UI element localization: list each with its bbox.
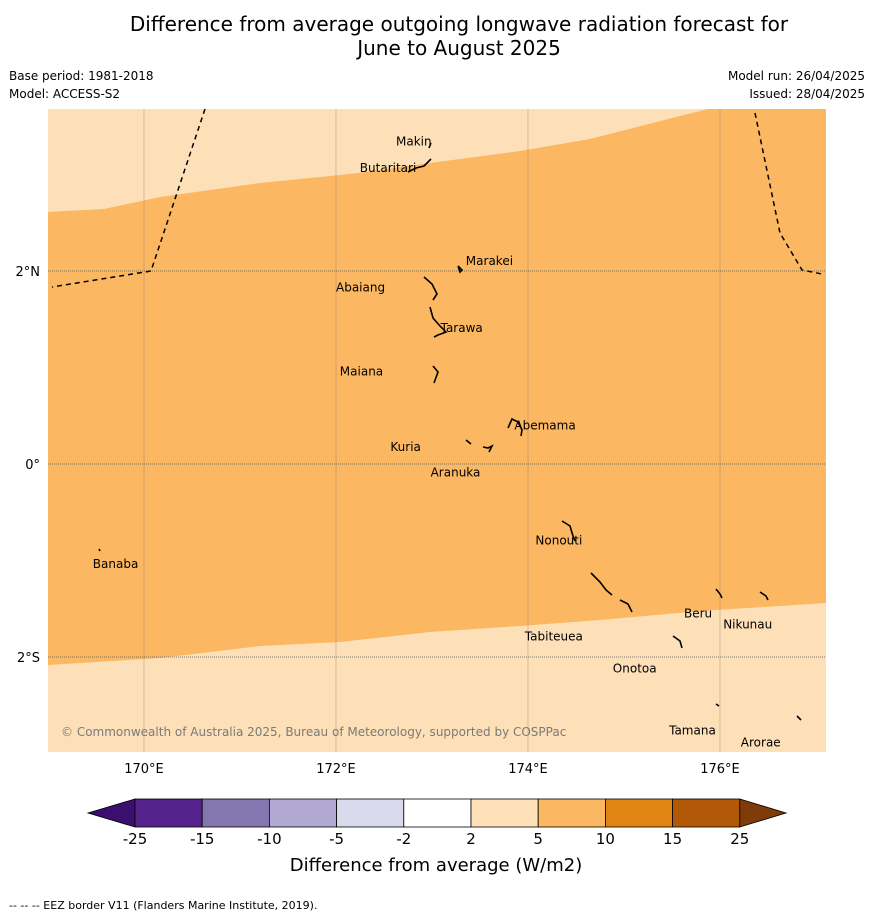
- map-title: Difference from average outgoing longwav…: [0, 12, 873, 60]
- colorbar-label: Difference from average (W/m2): [290, 855, 582, 876]
- nikunau-outline: [759, 591, 769, 601]
- arorae-outline: [796, 715, 802, 721]
- colorbar-segment-4: [336, 798, 405, 828]
- y-tick-label-1: 0°: [25, 458, 40, 473]
- colorbar-segment-3: [268, 798, 337, 828]
- onotoa-outline: [672, 635, 683, 649]
- graticule: [48, 109, 826, 752]
- model-name: Model: ACCESS-S2: [9, 87, 121, 101]
- island-label-onotoa: Onotoa: [613, 662, 657, 676]
- island-label-kuria: Kuria: [390, 440, 421, 454]
- colorbar-tick-5: 2: [466, 830, 476, 848]
- banaba-outline: [98, 548, 101, 552]
- tabiteuea-outline: [590, 572, 633, 613]
- colorbar-segment-8: [605, 798, 674, 828]
- island-label-nonouti: Nonouti: [535, 534, 582, 548]
- colorbar-segment-2: [201, 798, 270, 828]
- colorbar-tick-8: 15: [663, 830, 682, 848]
- kuria-outline: [465, 439, 472, 445]
- colorbar-tick-0: -25: [123, 830, 148, 848]
- island-label-beru: Beru: [684, 606, 712, 620]
- issued-date: Issued: 28/04/2025: [749, 87, 865, 101]
- makin-outline: [428, 142, 432, 149]
- colorbar-tick-1: -15: [190, 830, 215, 848]
- tarawa-outline: [429, 306, 448, 338]
- copyright-notice: © Commonwealth of Australia 2025, Bureau…: [61, 725, 566, 739]
- island-label-tarawa: Tarawa: [440, 321, 483, 335]
- colorbar-tick-7: 10: [596, 830, 615, 848]
- island-label-banaba: Banaba: [93, 557, 139, 571]
- island-label-aranuka: Aranuka: [431, 466, 481, 480]
- x-tick-label-2: 174°E: [508, 762, 548, 777]
- model-run: Model run: 26/04/2025: [727, 69, 865, 83]
- island-labels: Makin Butaritari Marakei Abaiang Tarawa Maian…: [93, 135, 781, 750]
- meta-right: Model run: 26/04/2025 Issued: 28/04/2025: [728, 67, 865, 103]
- map-frame: Makin Butaritari Marakei Abaiang Tarawa Maian…: [48, 109, 826, 752]
- title-line-1: Difference from average outgoing longwav…: [129, 12, 789, 36]
- island-label-abemama: Abemama: [514, 418, 575, 432]
- tamana-outline: [715, 703, 720, 707]
- colorbar-segment-9: [672, 798, 741, 828]
- abaiang-outline: [423, 276, 438, 301]
- colorbar-tick-3: -5: [329, 830, 344, 848]
- meta-left: Base period: 1981-2018 Model: ACCESS-S2: [9, 67, 154, 103]
- island-label-tamana: Tamana: [668, 723, 716, 737]
- eez-border-west: [51, 109, 206, 288]
- colorbar-tick-6: 5: [533, 830, 543, 848]
- island-label-maiana: Maiana: [340, 364, 383, 378]
- x-tick-label-3: 176°E: [700, 762, 740, 777]
- island-outlines: [98, 142, 802, 721]
- colorbar-segment-5: [403, 798, 472, 828]
- island-label-butaritari: Butaritari: [360, 161, 417, 175]
- colorbar-segment-6: [470, 798, 539, 828]
- beru-outline: [715, 588, 723, 599]
- colorbar-segment-7: [537, 798, 606, 828]
- axis-labels: 170°E 172°E 174°E 176°E 2°N 0° 2°S: [16, 265, 740, 777]
- eez-footnote: -- -- -- EEZ border V11 (Flanders Marine…: [9, 899, 318, 912]
- colorbar-segment-1: [134, 798, 203, 828]
- maiana-outline: [432, 365, 439, 384]
- colorbar-high-extension: [739, 798, 788, 828]
- x-tick-label-1: 172°E: [316, 762, 356, 777]
- eez-border-east: [754, 112, 823, 275]
- colorbar-tick-4: -2: [396, 830, 411, 848]
- y-tick-label-2: 2°S: [17, 651, 40, 666]
- nonouti-outline: [561, 520, 576, 542]
- island-label-makin: Makin: [396, 135, 432, 149]
- island-label-arorae: Arorae: [741, 736, 781, 750]
- colorbar-tick-2: -10: [257, 830, 282, 848]
- colorbar-low-extension: [86, 798, 136, 828]
- title-line-2: June to August 2025: [357, 36, 561, 60]
- aranuka-outline: [482, 444, 494, 453]
- y-tick-label-0: 2°N: [16, 265, 41, 280]
- x-tick-label-0: 170°E: [124, 762, 164, 777]
- marakei-outline: [457, 265, 464, 274]
- island-label-marakei: Marakei: [466, 254, 513, 268]
- butaritari-outline: [407, 158, 432, 173]
- colorbar: -25 -15 -10 -5 -2 2 5 10 15 25: [86, 798, 788, 848]
- abemama-outline: [507, 417, 523, 437]
- base-period: Base period: 1981-2018: [9, 69, 154, 83]
- colorbar-tick-9: 25: [730, 830, 749, 848]
- anomaly-band-5-10: [48, 109, 826, 665]
- island-label-nikunau: Nikunau: [723, 617, 772, 631]
- island-label-tabiteuea: Tabiteuea: [524, 629, 583, 643]
- island-label-abaiang: Abaiang: [336, 280, 385, 294]
